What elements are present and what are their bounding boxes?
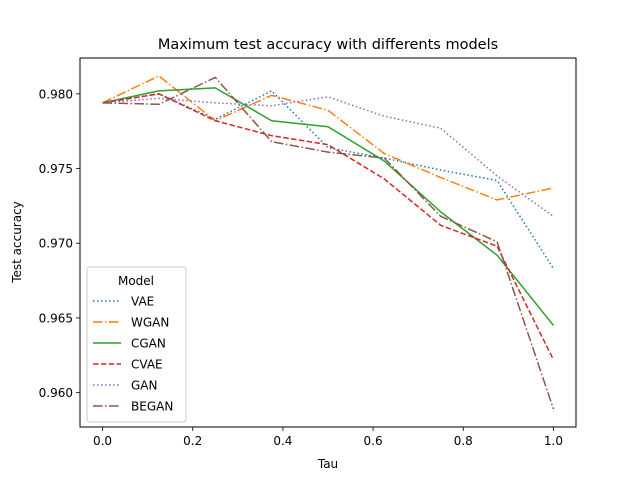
legend-entries: VAE WGAN CGAN CVAE GAN BEGAN — [93, 295, 173, 414]
legend-box — [86, 266, 187, 423]
series-line-cvae — [102, 93, 555, 361]
series-line-cgan — [102, 87, 555, 326]
legend-label-cvae: CVAE — [131, 358, 163, 372]
axes-frame — [79, 57, 577, 428]
y-tick-label: 0.960 — [39, 386, 73, 400]
y-tick-label: 0.975 — [39, 162, 73, 176]
y-tick-label: 0.980 — [39, 87, 73, 101]
legend-label-wgan: WGAN — [131, 316, 169, 330]
x-tick-label: 0.2 — [183, 434, 202, 448]
x-axis-label: Tau — [317, 457, 338, 471]
y-tick-label: 0.965 — [39, 311, 73, 325]
y-axis-label: Test accuracy — [10, 201, 24, 284]
series-line-wgan — [102, 75, 554, 201]
legend: Model VAE WGAN CGAN CVAE GAN BEGAN — [86, 266, 187, 423]
chart-title: Maximum test accuracy with differents mo… — [158, 37, 498, 53]
y-tick-label: 0.970 — [39, 237, 73, 251]
x-axis: 0.0 0.2 0.4 0.6 0.8 1.0 — [93, 427, 563, 448]
x-tick-label: 0.6 — [364, 434, 383, 448]
y-axis: 0.960 0.965 0.970 0.975 0.980 — [39, 87, 80, 400]
legend-title: Model — [118, 274, 154, 288]
series-layer — [102, 75, 555, 410]
legend-label-cgan: CGAN — [131, 337, 166, 351]
series-line-gan — [102, 96, 554, 217]
x-tick-label: 0.0 — [93, 434, 112, 448]
legend-label-began: BEGAN — [131, 400, 173, 414]
legend-label-gan: GAN — [131, 379, 157, 393]
series-line-began — [102, 76, 555, 410]
legend-label-vae: VAE — [131, 295, 154, 309]
x-tick-label: 0.8 — [454, 434, 473, 448]
x-tick-label: 1.0 — [544, 434, 563, 448]
x-tick-label: 0.4 — [273, 434, 292, 448]
